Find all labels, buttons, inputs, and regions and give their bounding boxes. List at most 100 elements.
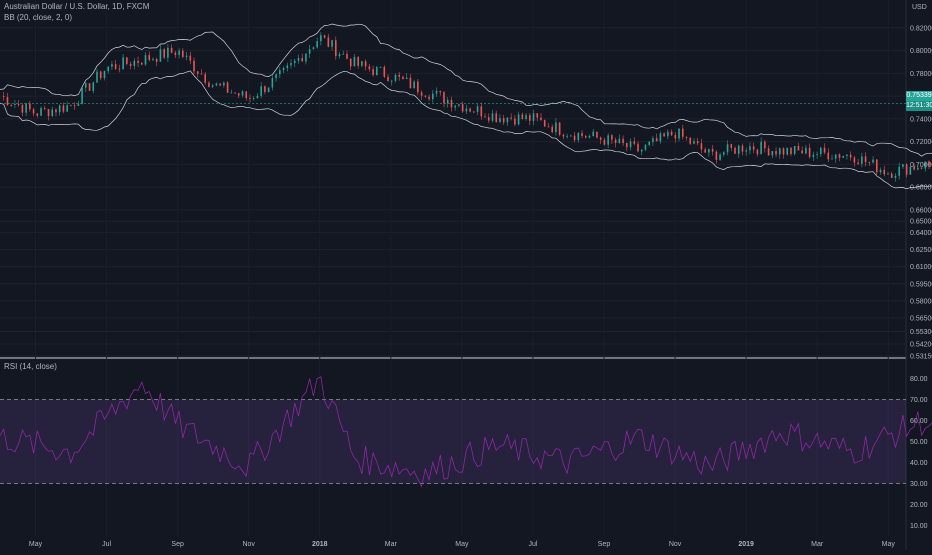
candle-body [794, 146, 796, 154]
candle-body [645, 145, 647, 150]
candle-body [18, 104, 20, 105]
candle-body [708, 149, 710, 153]
candle-body [305, 54, 307, 62]
candle-body [63, 105, 65, 111]
candle-body [913, 167, 915, 170]
candle-body [294, 61, 296, 63]
rsi-tick-label: 20.00 [910, 502, 928, 509]
candle-body [204, 74, 206, 82]
candle-body [630, 141, 632, 147]
candle-body [92, 83, 94, 91]
candle-body [74, 105, 76, 106]
candle-body [779, 148, 781, 154]
candle-body [499, 118, 501, 122]
candle-body [928, 161, 930, 165]
candle-body [663, 133, 665, 136]
candle-body [268, 88, 270, 93]
candle-body [361, 61, 363, 65]
candle-body [96, 72, 98, 83]
candle-body [626, 143, 628, 147]
candle-body [201, 74, 203, 75]
candle-body [208, 83, 210, 87]
candle-body [678, 129, 680, 139]
candle-body [462, 104, 464, 111]
candle-body [391, 81, 393, 82]
candle-body [160, 49, 162, 62]
candle-body [85, 83, 87, 87]
candle-body [387, 77, 389, 81]
candle-body [55, 109, 57, 112]
candle-body [592, 132, 594, 136]
bb-indicator-label[interactable]: BB (20, close, 2, 0) [4, 13, 72, 22]
candle-body [115, 64, 117, 69]
candle-body [484, 116, 486, 117]
candle-body [820, 148, 822, 154]
candle-body [324, 35, 326, 37]
candle-body [854, 157, 856, 162]
candle-body [689, 138, 691, 144]
candle-body [148, 55, 150, 60]
candle-body [481, 106, 483, 116]
candle-body [745, 150, 747, 151]
candle-body [772, 151, 774, 155]
candle-body [167, 48, 169, 58]
candle-body [887, 174, 889, 175]
candle-body [660, 133, 662, 141]
last-price-badge: 0.75339 [906, 91, 932, 101]
candle-body [29, 104, 31, 110]
candle-body [122, 57, 124, 69]
candle-body [10, 105, 12, 106]
candle-body [66, 105, 68, 111]
candle-body [264, 86, 266, 92]
candle-body [880, 170, 882, 172]
candle-body [189, 56, 191, 61]
candle-body [544, 120, 546, 126]
candle-body [902, 164, 904, 167]
candle-body [234, 93, 236, 94]
candle-body [398, 75, 400, 77]
candle-body [130, 64, 132, 66]
x-tick-label: Mar [385, 541, 398, 548]
candle-body [831, 159, 833, 160]
candle-body [768, 148, 770, 155]
candle-body [14, 104, 16, 105]
candle-body [693, 141, 695, 144]
candle-body [51, 109, 53, 116]
candle-body [757, 150, 759, 154]
candle-body [231, 93, 233, 94]
candle-body [298, 58, 300, 61]
candle-body [331, 40, 333, 47]
candle-body [805, 148, 807, 154]
candle-body [406, 78, 408, 79]
candle-body [652, 138, 654, 142]
candle-body [376, 67, 378, 75]
candle-body [906, 164, 908, 174]
x-tick-label: May [455, 541, 469, 548]
candle-body [175, 53, 177, 55]
candle-body [100, 72, 102, 79]
candle-body [380, 67, 382, 68]
x-tick-label: May [29, 541, 43, 548]
candle-body [540, 118, 542, 120]
candle-body [816, 154, 818, 155]
rsi-indicator-label[interactable]: RSI (14, close) [4, 362, 57, 371]
x-tick-label: 2019 [738, 541, 754, 548]
candle-body [152, 59, 154, 60]
candle-body [570, 136, 572, 137]
candle-body [682, 129, 684, 137]
candle-body [33, 109, 35, 113]
candle-body [753, 146, 755, 149]
candle-body [641, 150, 643, 152]
candle-body [656, 138, 658, 141]
candle-body [466, 109, 468, 112]
candle-body [615, 140, 617, 143]
rsi-tick-label: 10.00 [910, 523, 928, 530]
currency-label: USD [912, 4, 927, 11]
candle-body [559, 123, 561, 135]
candle-body [197, 71, 199, 73]
